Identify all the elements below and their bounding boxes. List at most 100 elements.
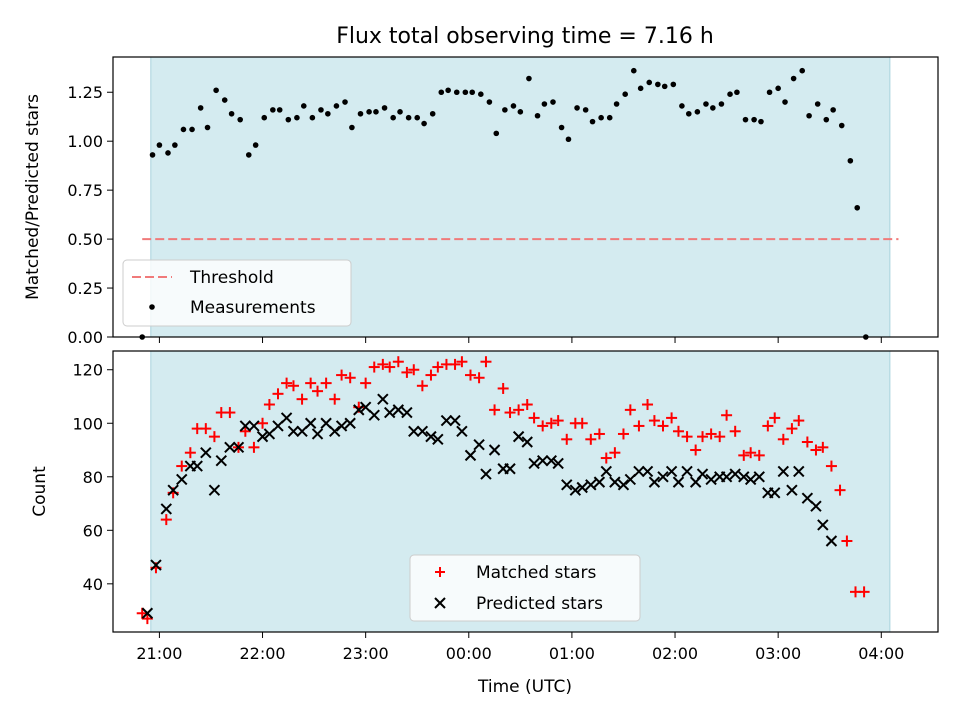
predicted-star-point [256,430,269,443]
measurement-point [197,105,204,111]
matched-star-point [184,447,196,459]
bottom-y-tick-label: 60 [83,521,103,540]
predicted-star-point [191,460,203,472]
predicted-star-point [449,414,461,427]
predicted-star-point [150,559,162,571]
matched-star-point [825,460,837,472]
top-y-axis: 0.00 0.25 0.50 0.75 1.00 1.25 [67,83,113,347]
matched-star-point [465,369,476,381]
matched-star-point [208,431,220,443]
matched-star-point [769,412,781,424]
predicted-star-point [585,479,597,491]
predicted-star-point [681,465,693,478]
predicted-star-point [720,471,733,483]
measurement-point [357,110,364,117]
matched-star-point [456,356,468,368]
matched-star-point [801,436,813,448]
measurement-point [486,99,493,105]
measurement-point [526,75,532,82]
matched-star-point [521,399,533,411]
measurement-point [397,109,403,115]
measurement-point [751,116,757,123]
predicted-star-point [793,465,805,478]
matched-star-point [360,377,372,389]
predicted-star-point [232,441,245,454]
measurement-point [541,101,548,107]
measurement-point [261,114,268,121]
matched-star-point [777,433,789,445]
matched-star-point [305,377,317,389]
measurement-point [565,136,572,143]
matched-star-point [834,484,846,496]
measurement-point [510,103,517,109]
predicted-star-point [817,519,829,531]
measurements-series [139,67,869,340]
bottom-x-tick-label: 03:00 [755,644,801,663]
bottom-y-tick-label: 40 [83,575,103,594]
bottom-x-axis: 21:00 22:00 23:00 00:00 01:00 02:00 03:00 04:00 [136,632,904,663]
matched-star-point [200,423,212,435]
measurement-point [830,107,836,113]
measurement-point [172,142,178,148]
measurement-point [270,107,276,113]
predicted-star-point [561,479,573,491]
predicted-star-point [729,468,741,480]
matched-star-point [600,452,612,464]
predicted-star-point [609,476,621,488]
predicted-star-point [287,425,300,437]
predicted-star-point [141,607,154,619]
measurement-point [502,107,508,113]
measurement-point [582,107,589,113]
top-y-tick-label: 0.00 [67,328,103,347]
matched-star-point [248,441,260,453]
bottom-legend-box [409,554,641,622]
bottom-y-tick-label: 100 [72,414,103,433]
measurement-point [742,116,749,123]
measurement-point [814,101,821,107]
measurement-point [429,110,436,117]
measurement-point [285,116,292,123]
legend-measurements-swatch [149,304,155,310]
measurement-point [165,150,171,156]
measurement-point [390,114,396,121]
measurement-point [679,103,685,109]
predicted-star-point [769,487,781,499]
matched-star-point [705,428,717,440]
bottom-x-tick-label: 04:00 [858,644,904,663]
legend-predicted-swatch [434,597,446,609]
measurement-point [574,105,580,111]
measurement-point [333,103,340,109]
top-y-tick-label: 1.00 [67,132,103,151]
top-y-axis-label: Matched/Predicted stars [23,94,43,300]
top-legend-box [122,259,352,327]
measurement-point [558,124,565,131]
matched-star-point [160,514,172,526]
predicted-star-point [344,417,356,429]
measurement-point [823,116,830,123]
matched-star-point [817,441,829,453]
matched-star-point [762,420,774,432]
matched-stars-series [136,356,870,625]
matched-star-point [513,404,525,416]
measurement-point [189,126,195,133]
bottom-y-tick-label: 80 [83,468,103,487]
predicted-star-point [248,420,260,432]
predicted-star-point [810,500,822,512]
measurement-point [414,114,421,121]
matched-star-point [841,535,853,547]
bottom-x-tick-label: 02:00 [652,644,698,663]
chart-title: Flux total observing time = 7.16 h [336,24,714,49]
predicted-star-point [504,463,516,475]
measurement-point [550,99,556,105]
predicted-star-point [521,436,533,448]
predicted-star-point [473,438,485,451]
predicted-star-point [617,479,630,491]
bottom-x-tick-label: 22:00 [239,644,285,663]
predicted-star-point [705,473,717,486]
measurement-point [622,91,628,98]
matched-star-point [576,417,588,429]
matched-star-point [858,586,870,598]
predicted-star-point [408,425,420,437]
measurement-point [156,142,163,148]
predicted-star-point [304,417,317,429]
